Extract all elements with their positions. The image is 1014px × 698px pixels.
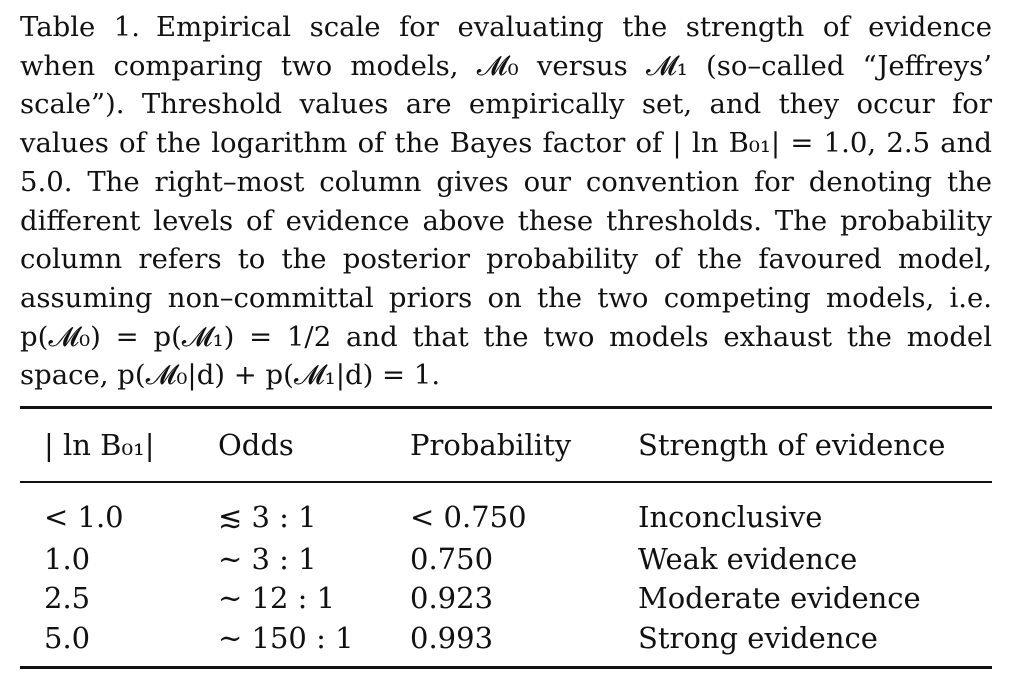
cell-strength: Inconclusive bbox=[638, 500, 823, 534]
evidence-table-container: | ln B₀₁| Odds Probability Strength of e… bbox=[20, 406, 992, 669]
cell-strength: Moderate evidence bbox=[638, 581, 921, 616]
table-bottom-rule bbox=[20, 665, 992, 669]
cell-odds: ∼ 150 : 1 bbox=[218, 620, 354, 655]
table-caption-block: Table 1. Empirical scale for evaluating t… bbox=[20, 8, 992, 395]
cell-odds: ∼ 12 : 1 bbox=[218, 581, 336, 616]
cell-ln-bayes-factor: 2.5 bbox=[44, 581, 91, 616]
table-row: 5.0 ∼ 150 : 1 0.993 Strong evidence bbox=[20, 618, 992, 658]
cell-ln-bayes-factor: < 1.0 bbox=[44, 500, 124, 534]
header-probability: Probability bbox=[410, 428, 572, 462]
evidence-table-body: < 1.0 ≲ 3 : 1 < 0.750 Inconclusive 1.0 ∼… bbox=[20, 483, 992, 666]
cell-ln-bayes-factor: 1.0 bbox=[44, 541, 91, 576]
cell-probability: 0.750 bbox=[410, 541, 494, 576]
table-header-row: | ln B₀₁| Odds Probability Strength of e… bbox=[20, 409, 992, 481]
header-strength-of-evidence: Strength of evidence bbox=[638, 428, 946, 462]
table-row: < 1.0 ≲ 3 : 1 < 0.750 Inconclusive bbox=[20, 495, 992, 539]
caption-label: Table 1. bbox=[20, 11, 141, 43]
table-header-rule bbox=[20, 481, 992, 483]
caption-text: Empirical scale for evaluating the stren… bbox=[20, 11, 992, 392]
cell-strength: Strong evidence bbox=[638, 620, 878, 655]
header-ln-bayes-factor: | ln B₀₁| bbox=[44, 428, 155, 462]
cell-probability: 0.993 bbox=[410, 620, 494, 655]
table-top-rule bbox=[20, 406, 992, 409]
cell-probability: < 0.750 bbox=[410, 500, 527, 534]
table-row: 2.5 ∼ 12 : 1 0.923 Moderate evidence bbox=[20, 579, 992, 619]
cell-strength: Weak evidence bbox=[638, 541, 858, 576]
cell-odds: ∼ 3 : 1 bbox=[218, 541, 317, 576]
table-caption: Table 1. Empirical scale for evaluating t… bbox=[20, 8, 992, 395]
cell-probability: 0.923 bbox=[410, 581, 494, 616]
cell-ln-bayes-factor: 5.0 bbox=[44, 620, 91, 655]
cell-odds: ≲ 3 : 1 bbox=[218, 500, 317, 534]
evidence-table: | ln B₀₁| Odds Probability Strength of e… bbox=[20, 409, 992, 481]
table-row: 1.0 ∼ 3 : 1 0.750 Weak evidence bbox=[20, 539, 992, 579]
header-odds: Odds bbox=[218, 428, 294, 462]
